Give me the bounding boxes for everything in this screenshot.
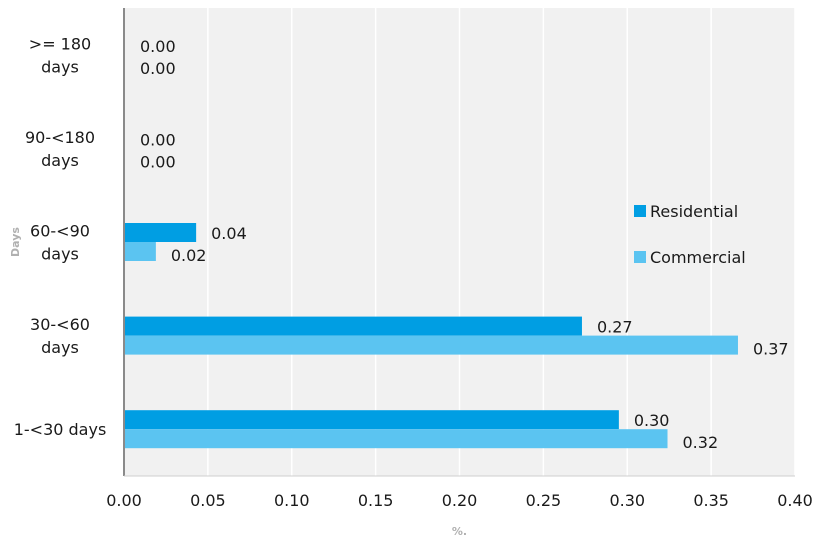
grid-lines — [207, 8, 796, 476]
data-label-residential: 0.30 — [634, 411, 670, 430]
x-tick-label: 0.05 — [190, 491, 226, 510]
category-label: 90-<180 days — [25, 128, 95, 170]
x-tick-label: 0.10 — [274, 491, 310, 510]
legend-label-residential: Residential — [650, 202, 738, 221]
y-axis-title: Days — [9, 227, 22, 257]
x-tick-label: 0.35 — [693, 491, 729, 510]
category-label: 60-<90 days — [30, 222, 90, 264]
data-label-residential: 0.00 — [140, 37, 176, 56]
bar-residential — [124, 410, 619, 430]
bar-commercial — [124, 335, 738, 355]
data-label-commercial: 0.37 — [753, 340, 789, 359]
category-label: >= 180 days — [29, 34, 91, 76]
data-label-commercial: 0.00 — [140, 59, 176, 78]
category-label: 30-<60 days — [30, 315, 90, 357]
bar-residential — [124, 316, 582, 336]
category-labels: >= 180 days 90-<180 days 60-<90 days 30-<60 day… — [14, 34, 107, 439]
data-label-residential: 0.27 — [597, 318, 633, 337]
x-tick-label: 0.30 — [609, 491, 645, 510]
bars — [124, 223, 738, 449]
x-axis-title: %. — [452, 525, 467, 538]
x-tick-label: 0.00 — [106, 491, 142, 510]
legend-swatch-commercial — [634, 251, 646, 263]
category-label: 1-<30 days — [14, 420, 107, 439]
legend-label-commercial: Commercial — [650, 248, 746, 267]
x-tick-labels: 0.00 0.05 0.10 0.15 0.20 0.25 0.30 0.35 0.40 — [106, 491, 813, 510]
x-tick-label: 0.40 — [777, 491, 813, 510]
legend-swatch-residential — [634, 205, 646, 217]
data-label-commercial: 0.32 — [683, 433, 719, 452]
x-tick-label: 0.20 — [442, 491, 478, 510]
bar-commercial — [124, 242, 156, 261]
x-tick-label: 0.25 — [526, 491, 562, 510]
data-label-commercial: 0.02 — [171, 246, 207, 265]
data-label-residential: 0.04 — [211, 224, 247, 243]
data-label-commercial: 0.00 — [140, 152, 176, 171]
bar-residential — [124, 223, 197, 242]
bar-commercial — [124, 429, 668, 449]
legend: Residential Commercial — [634, 202, 746, 267]
data-label-residential: 0.00 — [140, 130, 176, 149]
data-labels: 0.00 0.00 0.00 0.00 0.040.02 0.27 0.37 0.30 0.32 — [140, 37, 789, 452]
x-tick-label: 0.15 — [358, 491, 394, 510]
